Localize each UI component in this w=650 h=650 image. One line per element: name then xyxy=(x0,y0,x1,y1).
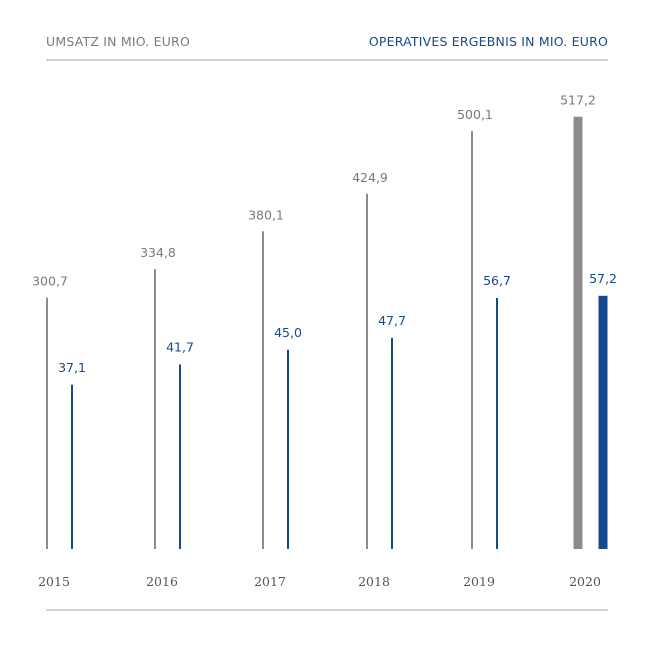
year-label-2018: 2018 xyxy=(358,574,390,589)
bar-ergebnis-2019 xyxy=(496,298,498,549)
bar-ergebnis-2020 xyxy=(598,295,608,549)
label-umsatz-2017: 380,1 xyxy=(248,207,284,222)
label-umsatz-2016: 334,8 xyxy=(140,245,176,260)
bottom-divider xyxy=(46,609,608,611)
label-umsatz-2019: 500,1 xyxy=(457,107,493,122)
year-label-2019: 2019 xyxy=(463,574,495,589)
top-divider xyxy=(46,59,608,61)
bar-umsatz-2018 xyxy=(366,193,368,550)
bar-ergebnis-2015 xyxy=(71,384,73,549)
bar-umsatz-2016 xyxy=(154,269,156,549)
year-label-2015: 2015 xyxy=(38,574,70,589)
label-ergebnis-2019: 56,7 xyxy=(483,273,511,288)
label-ergebnis-2016: 41,7 xyxy=(166,339,194,354)
bar-umsatz-2020 xyxy=(573,116,583,549)
bar-ergebnis-2017 xyxy=(287,349,289,549)
bar-ergebnis-2018 xyxy=(391,337,393,549)
year-label-2020: 2020 xyxy=(569,574,601,589)
label-umsatz-2020: 517,2 xyxy=(560,93,596,108)
label-umsatz-2015: 300,7 xyxy=(32,274,68,289)
bar-umsatz-2017 xyxy=(262,231,264,550)
bar-umsatz-2015 xyxy=(46,297,48,549)
legend-operatives-ergebnis: OPERATIVES ERGEBNIS IN MIO. EURO xyxy=(368,34,608,49)
label-ergebnis-2015: 37,1 xyxy=(58,360,86,375)
label-umsatz-2018: 424,9 xyxy=(352,170,388,185)
bar-ergebnis-2016 xyxy=(179,364,181,549)
label-ergebnis-2020: 57,2 xyxy=(589,271,617,286)
year-label-2017: 2017 xyxy=(254,574,286,589)
label-ergebnis-2018: 47,7 xyxy=(378,313,406,328)
bar-umsatz-2019 xyxy=(471,131,473,549)
label-ergebnis-2017: 45,0 xyxy=(274,325,302,340)
year-label-2016: 2016 xyxy=(146,574,178,589)
legend-umsatz: UMSATZ IN MIO. EURO xyxy=(46,34,190,49)
